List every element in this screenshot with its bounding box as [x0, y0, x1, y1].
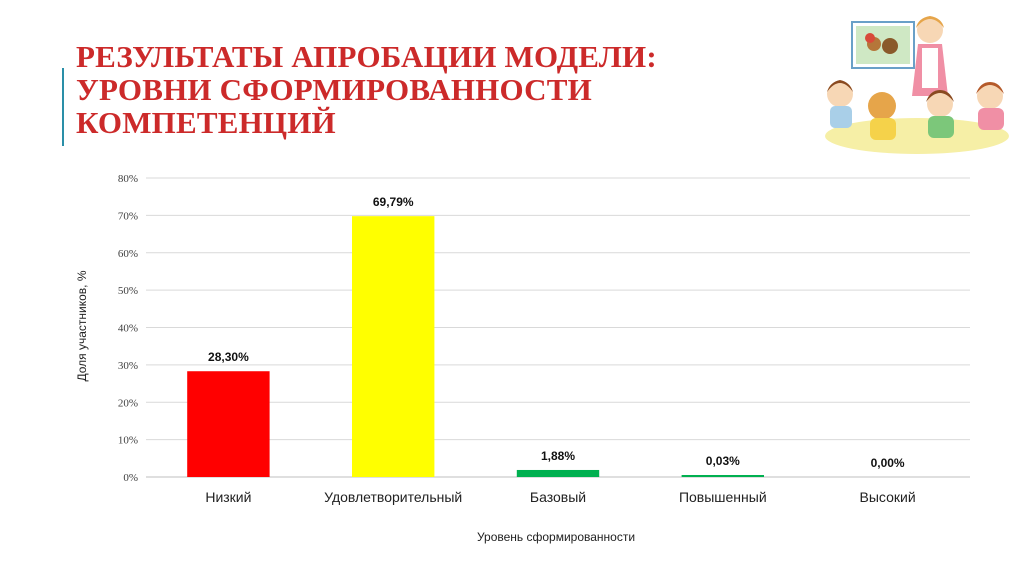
- x-category-label: Удовлетворительный: [324, 489, 462, 505]
- y-axis-ticks: 0% 10% 20% 30% 40% 50% 60% 70% 80%: [118, 173, 138, 484]
- x-category-label: Повышенный: [679, 489, 767, 505]
- bars: [187, 216, 764, 477]
- title-line-2: УРОВНИ СФОРМИРОВАННОСТИ: [76, 72, 592, 107]
- title-accent-bar: [62, 68, 64, 146]
- data-label: 0,03%: [706, 454, 740, 468]
- x-category-label: Низкий: [205, 489, 251, 505]
- x-axis-categories: Низкий Удовлетворительный Базовый Повышенны…: [205, 489, 915, 505]
- y-tick-label: 80%: [118, 173, 138, 185]
- y-tick-label: 0%: [123, 472, 138, 484]
- bar: [516, 469, 600, 477]
- y-tick-label: 70%: [118, 210, 138, 222]
- bar: [352, 216, 435, 477]
- y-tick-label: 20%: [118, 397, 138, 409]
- title-line-3: КОМПЕТЕНЦИЙ: [76, 105, 336, 140]
- data-label: 0,00%: [871, 456, 905, 470]
- x-category-label: Высокий: [860, 489, 916, 505]
- data-label: 69,79%: [373, 195, 414, 209]
- data-label: 28,30%: [208, 350, 249, 364]
- page-title: РЕЗУЛЬТАТЫ АПРОБАЦИИ МОДЕЛИ: УРОВНИ СФОР…: [76, 40, 796, 139]
- y-tick-label: 50%: [118, 285, 138, 297]
- bar: [681, 475, 764, 477]
- data-label: 1,88%: [541, 449, 575, 463]
- x-category-label: Базовый: [530, 489, 586, 505]
- title-line-1: РЕЗУЛЬТАТЫ АПРОБАЦИИ МОДЕЛИ:: [76, 39, 657, 74]
- data-labels: 28,30% 69,79% 1,88% 0,03% 0,00%: [208, 195, 905, 470]
- x-axis-label: Уровень сформированности: [477, 530, 635, 544]
- teacher-with-children-illustration-icon: [822, 8, 1012, 156]
- y-axis-label: Доля участников, %: [75, 270, 89, 381]
- y-tick-label: 10%: [118, 435, 138, 447]
- y-tick-label: 60%: [118, 248, 138, 260]
- y-tick-label: 40%: [118, 323, 138, 335]
- bar: [187, 371, 270, 477]
- y-tick-label: 30%: [118, 360, 138, 372]
